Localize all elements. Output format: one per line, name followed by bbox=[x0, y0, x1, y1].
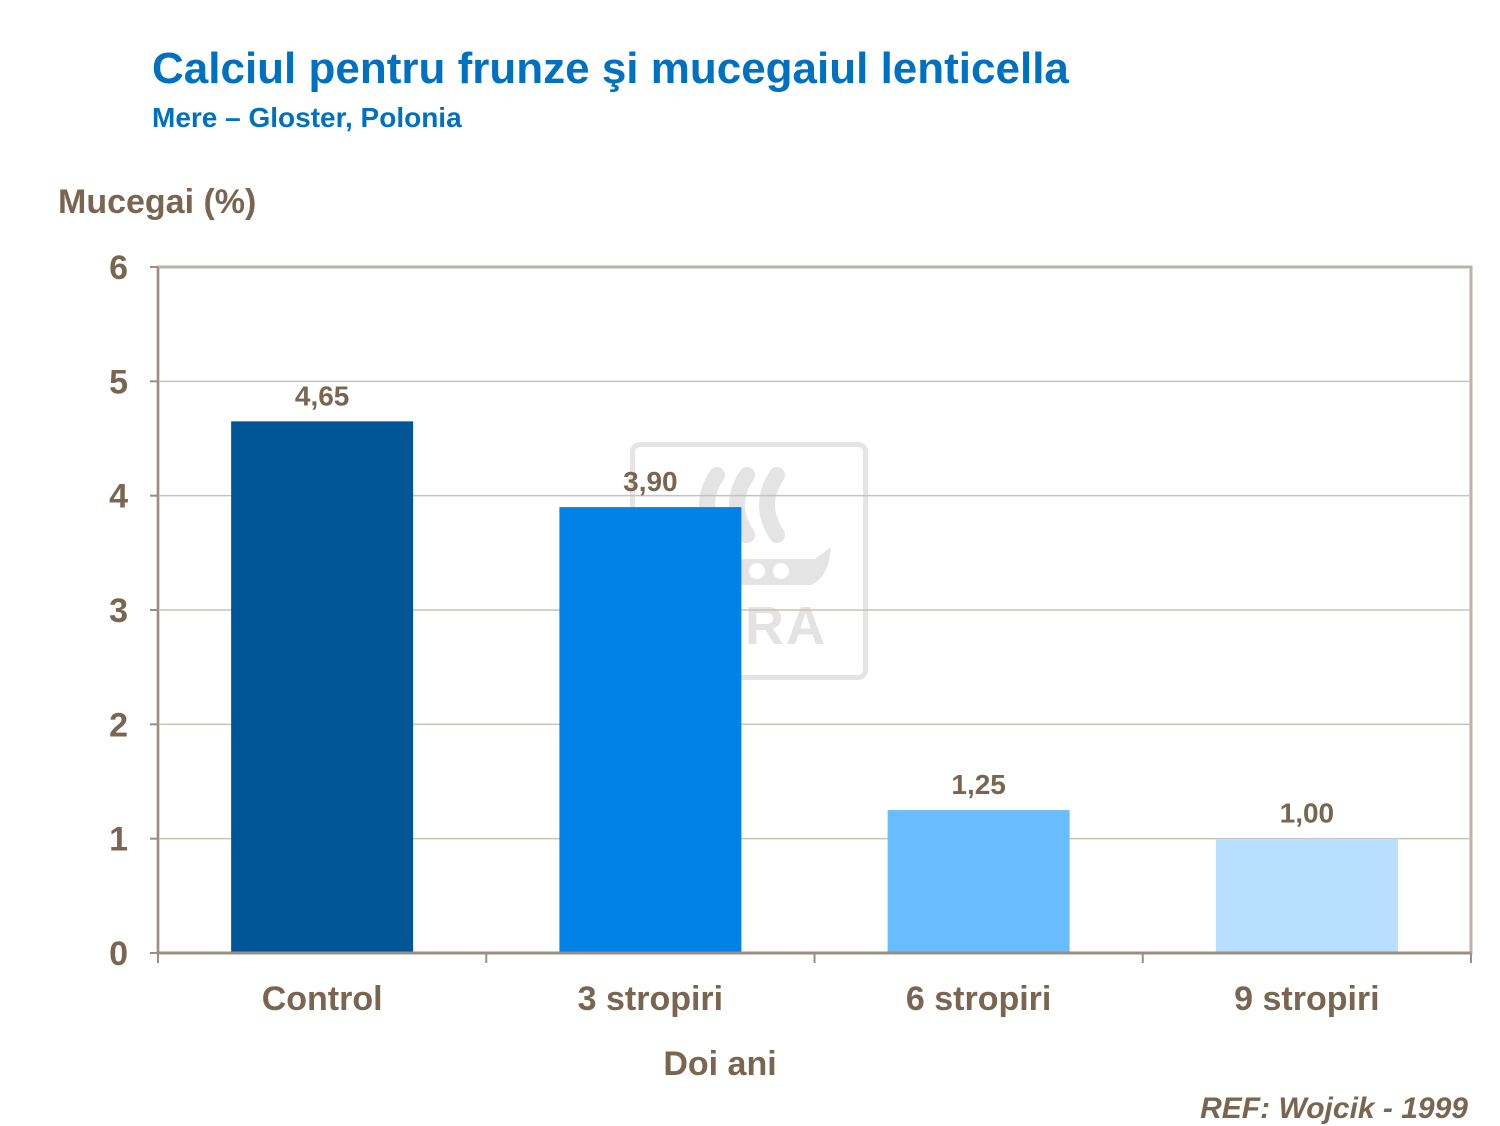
x-tick-label: Control bbox=[262, 980, 383, 1018]
x-tick-label: 6 stropiri bbox=[906, 980, 1051, 1018]
bar-value-label: 4,65 bbox=[295, 380, 350, 411]
y-tick-label: 5 bbox=[109, 363, 128, 401]
x-tick-label: 3 stropiri bbox=[578, 980, 723, 1018]
y-tick-label: 1 bbox=[109, 821, 128, 859]
y-tick-label: 0 bbox=[109, 935, 128, 973]
x-axis-label: Doi ani bbox=[663, 1045, 777, 1083]
y-tick-label: 2 bbox=[109, 706, 128, 744]
bar-value-label: 1,25 bbox=[951, 769, 1006, 800]
chart-subtitle: Mere – Gloster, Polonia bbox=[152, 102, 462, 133]
y-axis-label: Mucegai (%) bbox=[58, 183, 257, 221]
y-tick-label: 6 bbox=[109, 249, 128, 287]
reference-note: REF: Wojcik - 1999 bbox=[1200, 1092, 1468, 1125]
bar-6-stropiri bbox=[887, 810, 1070, 953]
x-tick-label: 9 stropiri bbox=[1234, 980, 1379, 1018]
bar-value-label: 3,90 bbox=[623, 466, 678, 497]
bar-9-stropiri bbox=[1215, 838, 1398, 953]
y-tick-label: 4 bbox=[109, 478, 128, 516]
bar-control bbox=[231, 421, 414, 954]
bar-value-label: 1,00 bbox=[1280, 798, 1335, 829]
x-axis: Control 3 stropiri 6 stropiri 9 stropiri bbox=[157, 951, 1472, 1018]
bar-3-stropiri bbox=[559, 507, 742, 953]
chart-title: Calciul pentru frunze şi mucegaiul lenti… bbox=[152, 44, 1069, 93]
y-axis: 0 1 2 3 4 5 6 bbox=[109, 249, 159, 973]
y-tick-label: 3 bbox=[109, 592, 128, 630]
bars: 4,65 3,90 1,25 1,00 bbox=[231, 380, 1398, 954]
